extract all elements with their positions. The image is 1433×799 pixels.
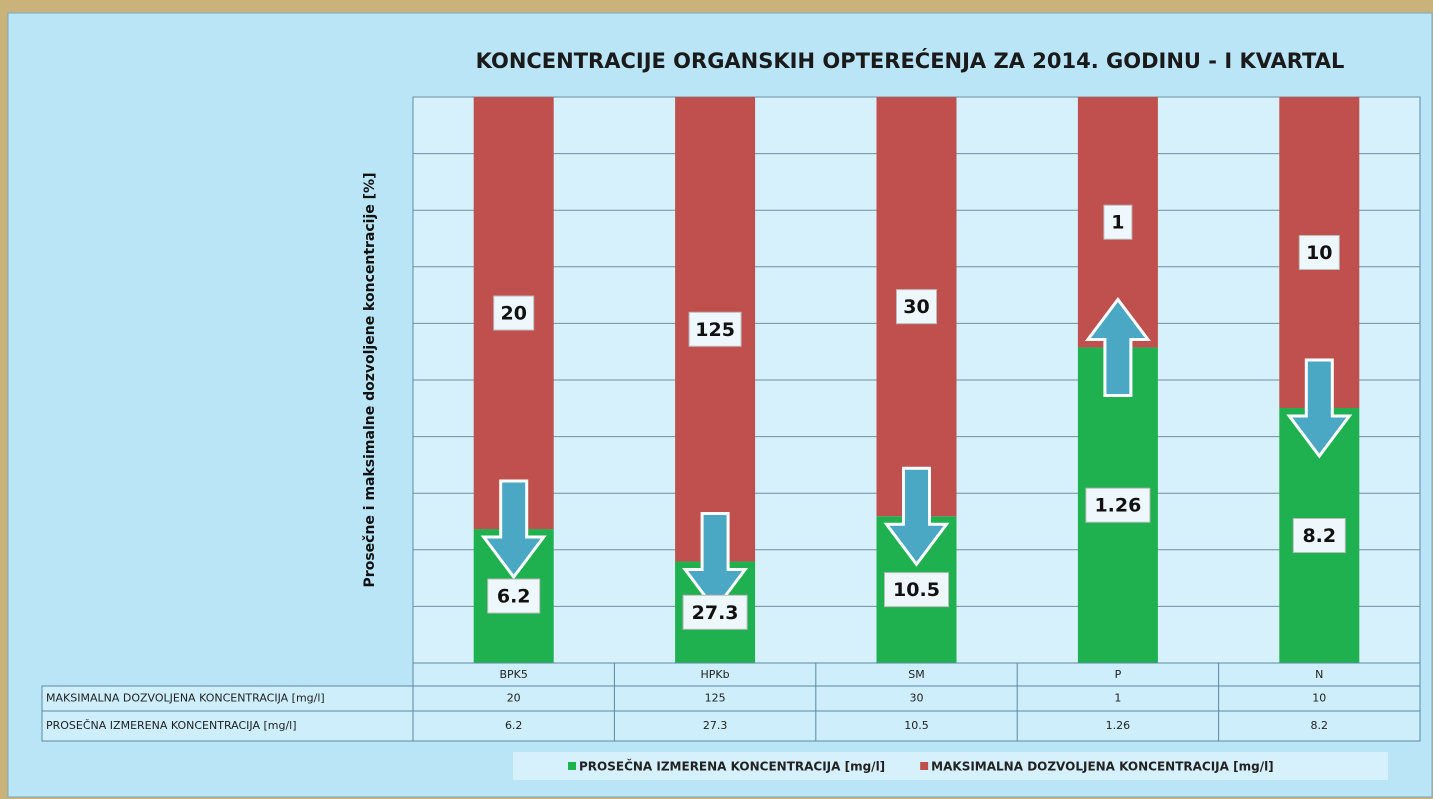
table-cell: 1 bbox=[1114, 692, 1121, 705]
arrow bbox=[883, 466, 950, 567]
table-row-label: PROSEČNA IZMERENA KONCENTRACIJA [mg/l] bbox=[46, 719, 297, 732]
table-cell: 10.5 bbox=[904, 719, 929, 732]
table-row-label: MAKSIMALNA DOZVOLJENA KONCENTRACIJA [mg/… bbox=[46, 692, 325, 705]
y-axis-label: Prosečne i maksimalne dozvoljene koncent… bbox=[362, 173, 378, 588]
data-label-box bbox=[1103, 204, 1133, 240]
legend-swatch bbox=[568, 762, 576, 770]
table-cell: 1.26 bbox=[1106, 719, 1131, 732]
table-cell: 6.2 bbox=[505, 719, 523, 732]
data-label: 125 bbox=[695, 319, 735, 341]
x-tick-label: HPKb bbox=[701, 668, 730, 681]
data-label-box bbox=[884, 572, 949, 608]
data-label: 20 bbox=[500, 303, 526, 325]
table-bg bbox=[41, 685, 414, 742]
x-tick-label: P bbox=[1115, 668, 1122, 681]
chart-title: KONCENTRACIJE ORGANSKIH OPTEREĆENJA ZA 2… bbox=[476, 48, 1345, 73]
data-label-box bbox=[487, 578, 541, 614]
table-cell: 8.2 bbox=[1311, 719, 1329, 732]
data-label: 1.26 bbox=[1094, 495, 1141, 517]
arrow bbox=[1286, 358, 1353, 459]
table-bg bbox=[412, 662, 1421, 742]
data-label: 10 bbox=[1306, 242, 1332, 264]
x-tick-label: SM bbox=[908, 668, 924, 681]
data-label-box bbox=[493, 295, 535, 331]
data-label-box bbox=[688, 311, 742, 347]
data-label-box bbox=[682, 594, 748, 630]
data-label-box bbox=[896, 289, 937, 325]
legend-box bbox=[513, 752, 1388, 780]
legend-label: MAKSIMALNA DOZVOLJENA KONCENTRACIJA [mg/… bbox=[931, 760, 1274, 774]
table-cell: 20 bbox=[507, 692, 521, 705]
table-cell: 10 bbox=[1312, 692, 1326, 705]
table-cell: 125 bbox=[705, 692, 726, 705]
data-label-box bbox=[1292, 517, 1346, 553]
legend-label: PROSEČNA IZMERENA KONCENTRACIJA [mg/l] bbox=[579, 759, 885, 774]
data-label: 27.3 bbox=[692, 602, 739, 624]
data-label: 1 bbox=[1111, 212, 1124, 234]
x-tick-label: N bbox=[1315, 668, 1323, 681]
x-tick-label: BPK5 bbox=[499, 668, 527, 681]
data-label: 10.5 bbox=[893, 579, 940, 601]
data-label-box bbox=[1298, 234, 1340, 270]
arrow bbox=[1084, 296, 1151, 397]
arrow bbox=[480, 479, 547, 580]
legend-swatch bbox=[920, 762, 929, 770]
data-label: 30 bbox=[903, 296, 929, 318]
table-cell: 30 bbox=[910, 692, 924, 705]
data-label: 8.2 bbox=[1302, 525, 1336, 547]
arrow bbox=[682, 512, 749, 613]
data-label: 6.2 bbox=[497, 586, 531, 608]
data-label-box bbox=[1085, 487, 1151, 523]
table-cell: 27.3 bbox=[703, 719, 728, 732]
